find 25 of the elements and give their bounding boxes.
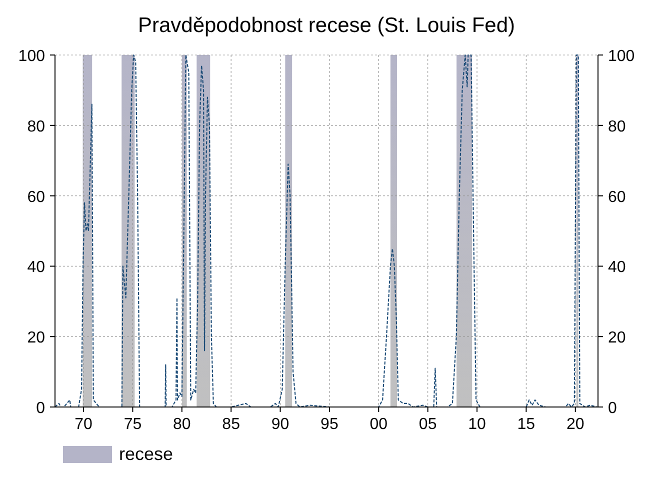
legend-label: recese xyxy=(119,444,174,464)
x-tick-label: 70 xyxy=(74,416,93,433)
y-tick-label: 40 xyxy=(27,259,46,276)
x-tick-label: 85 xyxy=(222,416,240,433)
y-tick-label: 20 xyxy=(27,330,46,347)
y-tick-label: 0 xyxy=(36,400,46,417)
x-tick-label: 05 xyxy=(418,416,437,433)
x-tick-label: 15 xyxy=(517,416,536,433)
y2-tick-label: 0 xyxy=(608,400,617,417)
y2-tick-label: 20 xyxy=(608,330,626,347)
x-tick-label: 75 xyxy=(124,416,142,433)
y-tick-label: 80 xyxy=(27,118,46,136)
y2-tick-label: 60 xyxy=(608,188,626,206)
y-tick-label: 100 xyxy=(18,48,46,65)
x-tick-label: 95 xyxy=(320,416,338,433)
y2-tick-label: 40 xyxy=(608,259,626,276)
chart-title: Pravděpodobnost recese (St. Louis Fed) xyxy=(138,14,516,37)
x-tick-label: 20 xyxy=(566,416,584,433)
y-tick-label: 60 xyxy=(27,188,46,206)
x-tick-label: 90 xyxy=(271,416,290,433)
x-tick-label: 80 xyxy=(173,416,191,433)
x-tick-label: 10 xyxy=(468,416,486,433)
y2-tick-label: 100 xyxy=(608,48,635,65)
x-tick-label: 00 xyxy=(370,416,388,433)
y2-tick-label: 80 xyxy=(608,118,626,136)
